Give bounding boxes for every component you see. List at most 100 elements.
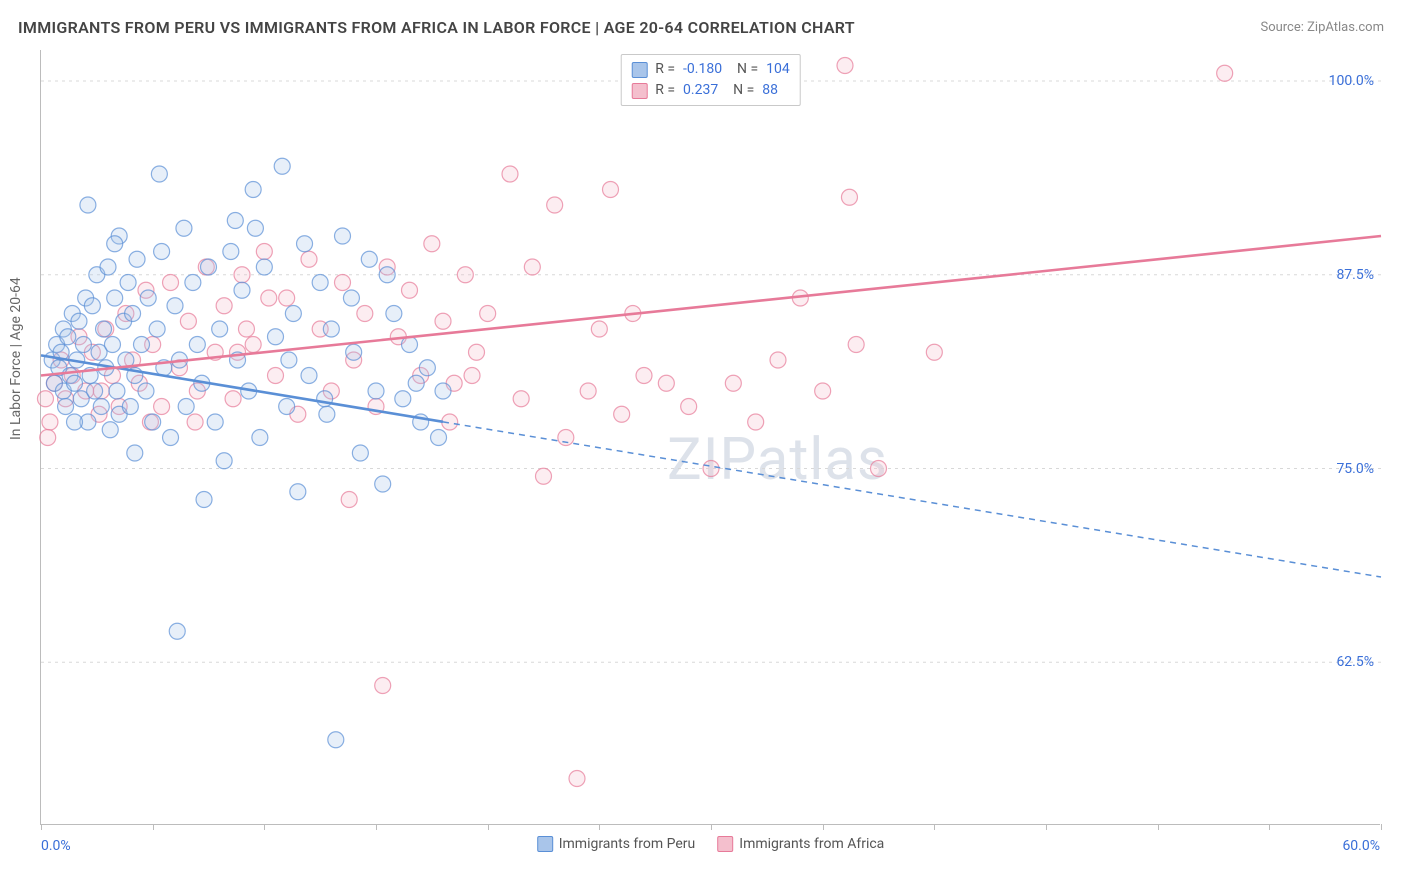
scatter-point-africa <box>614 406 630 422</box>
x-tick-mark <box>41 824 42 830</box>
scatter-point-africa <box>279 290 295 306</box>
scatter-point-africa <box>341 492 357 508</box>
scatter-point-peru <box>107 236 123 252</box>
scatter-point-peru <box>223 244 239 260</box>
scatter-point-africa <box>524 259 540 275</box>
source-link[interactable]: ZipAtlas.com <box>1307 20 1384 35</box>
y-tick-label: 87.5% <box>1336 267 1374 283</box>
x-tick-mark <box>153 824 154 830</box>
scatter-point-peru <box>58 399 74 415</box>
scatter-point-peru <box>395 391 411 407</box>
scatter-point-peru <box>379 267 395 283</box>
scatter-point-peru <box>368 383 384 399</box>
x-tick-mark <box>488 824 489 830</box>
scatter-point-africa <box>502 166 518 182</box>
legend-item-africa: Immigrants from Africa <box>717 836 884 852</box>
scatter-point-africa <box>926 344 942 360</box>
scatter-point-africa <box>37 391 53 407</box>
scatter-point-africa <box>658 375 674 391</box>
scatter-point-peru <box>185 275 201 291</box>
scatter-point-peru <box>145 414 161 430</box>
scatter-point-peru <box>169 623 185 639</box>
x-tick-mark <box>264 824 265 830</box>
legend-swatch-peru <box>537 836 553 852</box>
scatter-point-peru <box>328 732 344 748</box>
scatter-point-africa <box>301 251 317 267</box>
scatter-point-peru <box>431 430 447 446</box>
scatter-point-africa <box>402 282 418 298</box>
scatter-point-africa <box>163 275 179 291</box>
scatter-point-africa <box>841 189 857 205</box>
corr-row-peru: R = -0.180 N = 104 <box>631 59 790 80</box>
scatter-point-africa <box>424 236 440 252</box>
n-value-peru: 104 <box>766 59 790 80</box>
scatter-point-peru <box>207 414 223 430</box>
scatter-point-peru <box>67 375 83 391</box>
scatter-point-peru <box>176 220 192 236</box>
scatter-point-peru <box>71 313 87 329</box>
scatter-point-peru <box>343 290 359 306</box>
scatter-point-africa <box>480 306 496 322</box>
scatter-point-peru <box>252 430 268 446</box>
legend-label-peru: Immigrants from Peru <box>559 836 696 852</box>
scatter-point-africa <box>238 321 254 337</box>
legend-item-peru: Immigrants from Peru <box>537 836 696 852</box>
x-tick-mark <box>599 824 600 830</box>
scatter-point-peru <box>234 282 250 298</box>
scatter-point-africa <box>154 399 170 415</box>
n-value-africa: 88 <box>762 80 778 101</box>
scatter-point-peru <box>125 306 141 322</box>
scatter-point-africa <box>335 275 351 291</box>
scatter-point-peru <box>127 445 143 461</box>
scatter-point-peru <box>167 298 183 314</box>
legend-label-africa: Immigrants from Africa <box>739 836 884 852</box>
scatter-point-africa <box>513 391 529 407</box>
scatter-point-peru <box>122 399 138 415</box>
x-tick-mark <box>1046 824 1047 830</box>
scatter-point-africa <box>1217 65 1233 81</box>
r-value-peru: -0.180 <box>683 59 722 80</box>
scatter-point-peru <box>60 329 76 345</box>
r-value-africa: 0.237 <box>683 80 718 101</box>
y-tick-label: 100.0% <box>1329 73 1374 89</box>
scatter-point-peru <box>109 383 125 399</box>
scatter-point-peru <box>140 290 156 306</box>
r-label: R = <box>655 80 675 101</box>
scatter-point-peru <box>120 275 136 291</box>
scatter-point-peru <box>216 453 232 469</box>
scatter-point-africa <box>469 344 485 360</box>
scatter-point-africa <box>245 337 261 353</box>
scatter-point-peru <box>189 337 205 353</box>
scatter-point-peru <box>93 399 109 415</box>
x-tick-mark <box>711 824 712 830</box>
scatter-point-peru <box>196 492 212 508</box>
scatter-point-africa <box>748 414 764 430</box>
scatter-point-africa <box>180 313 196 329</box>
scatter-point-peru <box>312 275 328 291</box>
legend-swatch-africa <box>631 83 647 99</box>
scatter-point-peru <box>67 414 83 430</box>
scatter-point-africa <box>725 375 741 391</box>
scatter-point-africa <box>225 391 241 407</box>
x-tick-mark <box>823 824 824 830</box>
scatter-point-peru <box>227 213 243 229</box>
legend-swatch-africa <box>717 836 733 852</box>
chart-title: IMMIGRANTS FROM PERU VS IMMIGRANTS FROM … <box>18 18 855 37</box>
scatter-point-africa <box>837 58 853 74</box>
scatter-point-peru <box>352 445 368 461</box>
plot-svg <box>41 50 1380 824</box>
correlation-legend: R = -0.180 N = 104 R = 0.237 N = 88 <box>620 54 801 106</box>
scatter-point-peru <box>301 368 317 384</box>
scatter-point-peru <box>247 220 263 236</box>
scatter-point-peru <box>102 422 118 438</box>
scatter-point-africa <box>464 368 480 384</box>
scatter-point-peru <box>154 244 170 260</box>
trend-line-africa <box>41 236 1381 376</box>
source-prefix: Source: <box>1260 20 1307 35</box>
scatter-point-peru <box>84 298 100 314</box>
scatter-point-peru <box>96 321 112 337</box>
scatter-point-peru <box>361 251 377 267</box>
scatter-point-peru <box>201 259 217 275</box>
scatter-point-africa <box>375 678 391 694</box>
x-tick-mark <box>1381 824 1382 830</box>
